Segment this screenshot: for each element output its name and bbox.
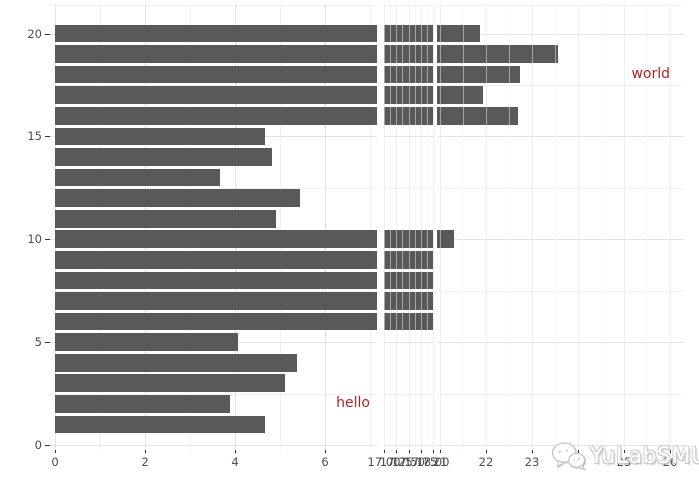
y-axis-tick xyxy=(45,342,50,344)
grid-minor-h xyxy=(50,187,684,189)
bar xyxy=(55,127,266,146)
axis-break-gap xyxy=(377,4,384,450)
grid-minor-v xyxy=(647,4,648,450)
x-axis-tick xyxy=(325,450,326,453)
x-axis-tick xyxy=(55,450,56,453)
grid-major-v xyxy=(440,4,441,450)
x-axis-tick-label: 23 xyxy=(524,455,540,469)
grid-minor-v xyxy=(370,4,371,450)
grid-minor-h xyxy=(50,4,684,6)
grid-major-v xyxy=(578,4,579,450)
y-axis-tick-label: 10 xyxy=(27,232,42,247)
annotation-text: hello xyxy=(336,394,370,411)
axis-break-gap xyxy=(433,4,437,450)
grid-major-v xyxy=(624,4,625,450)
x-axis-tick xyxy=(433,450,434,453)
grid-minor-v xyxy=(555,4,556,450)
bar xyxy=(55,45,558,63)
annotation-text: world xyxy=(631,65,670,82)
grid-major-v xyxy=(670,4,671,450)
wechat-icon xyxy=(551,442,585,470)
x-axis-tick-label: 22 xyxy=(478,455,494,469)
bar xyxy=(55,395,231,413)
watermark: YuLabSMU xyxy=(551,440,699,472)
x-axis-tick-label: 17.75 xyxy=(404,455,438,469)
bar xyxy=(55,209,276,228)
x-axis-tick-label: 25 xyxy=(616,455,632,469)
x-axis-tick-label: 21 xyxy=(432,455,448,469)
y-axis-tick-label: 0 xyxy=(34,438,42,452)
x-axis-tick xyxy=(384,450,385,453)
grid-minor-v xyxy=(390,4,392,450)
bar xyxy=(55,271,433,290)
bar xyxy=(55,312,433,331)
bar xyxy=(55,189,300,207)
x-axis-tick xyxy=(235,450,236,453)
bar xyxy=(55,250,433,269)
y-axis-tick-label: 5 xyxy=(34,335,42,350)
x-axis-tick-label: 2 xyxy=(141,455,149,469)
grid-minor-v xyxy=(280,4,281,450)
grid-major-v xyxy=(420,4,422,450)
grid-major-v xyxy=(532,4,533,450)
y-axis-tick xyxy=(45,445,50,446)
bar xyxy=(55,148,272,166)
x-axis-tick xyxy=(532,450,533,453)
bar xyxy=(55,230,454,249)
grid-minor-v xyxy=(402,4,404,450)
x-axis-tick-label: 0 xyxy=(51,455,59,469)
bar xyxy=(55,106,519,125)
bar xyxy=(55,65,521,84)
grid-minor-v xyxy=(509,4,510,450)
grid-major-v xyxy=(325,4,326,450)
bar xyxy=(55,292,433,310)
y-axis-tick xyxy=(45,136,50,138)
grid-major-v xyxy=(433,4,434,450)
grid-minor-v xyxy=(426,4,428,450)
x-axis-tick xyxy=(578,450,579,453)
watermark-text: YuLabSMU xyxy=(590,443,699,469)
y-axis-tick xyxy=(45,33,50,35)
grid-major-v xyxy=(486,4,487,450)
x-axis-tick xyxy=(670,450,671,453)
grid-minor-v xyxy=(463,4,464,450)
x-axis-tick-label: 17.50 xyxy=(392,455,425,469)
bar xyxy=(55,24,481,43)
grid-major-h xyxy=(50,445,684,446)
grid-minor-h xyxy=(50,290,684,292)
grid-minor-v xyxy=(601,4,602,450)
grid-major-h xyxy=(50,342,684,344)
y-axis-tick xyxy=(45,239,50,241)
bar xyxy=(55,168,221,187)
grid-major-v xyxy=(384,4,385,450)
x-axis-tick xyxy=(420,450,422,453)
bar xyxy=(55,333,239,351)
y-axis-tick-label: 15 xyxy=(27,129,42,144)
grid-minor-h xyxy=(50,393,684,395)
x-axis-tick-label: 4 xyxy=(231,455,239,469)
grid-minor-h xyxy=(50,84,684,86)
bar xyxy=(55,86,483,105)
x-axis-tick xyxy=(145,450,146,453)
x-axis-tick xyxy=(440,450,441,453)
x-axis-tick xyxy=(486,450,487,453)
x-axis-tick xyxy=(396,450,398,453)
x-axis-tick-label: 26 xyxy=(662,455,678,469)
x-axis-tick xyxy=(408,450,410,453)
bar xyxy=(55,374,285,393)
grid-minor-v xyxy=(414,4,416,450)
y-axis-tick-label: 20 xyxy=(27,26,42,41)
grid-major-v xyxy=(396,4,398,450)
grid-major-v xyxy=(408,4,410,450)
x-axis-tick-label: 6 xyxy=(321,455,329,469)
grid-major-h xyxy=(50,136,684,138)
bar xyxy=(55,415,266,434)
x-axis-tick-label: 18.00 xyxy=(416,455,450,469)
x-axis-tick-label: 17.25 xyxy=(379,455,413,469)
bar xyxy=(55,353,297,372)
x-axis-tick xyxy=(624,450,625,453)
x-axis-tick-label: 17.00 xyxy=(367,455,401,469)
